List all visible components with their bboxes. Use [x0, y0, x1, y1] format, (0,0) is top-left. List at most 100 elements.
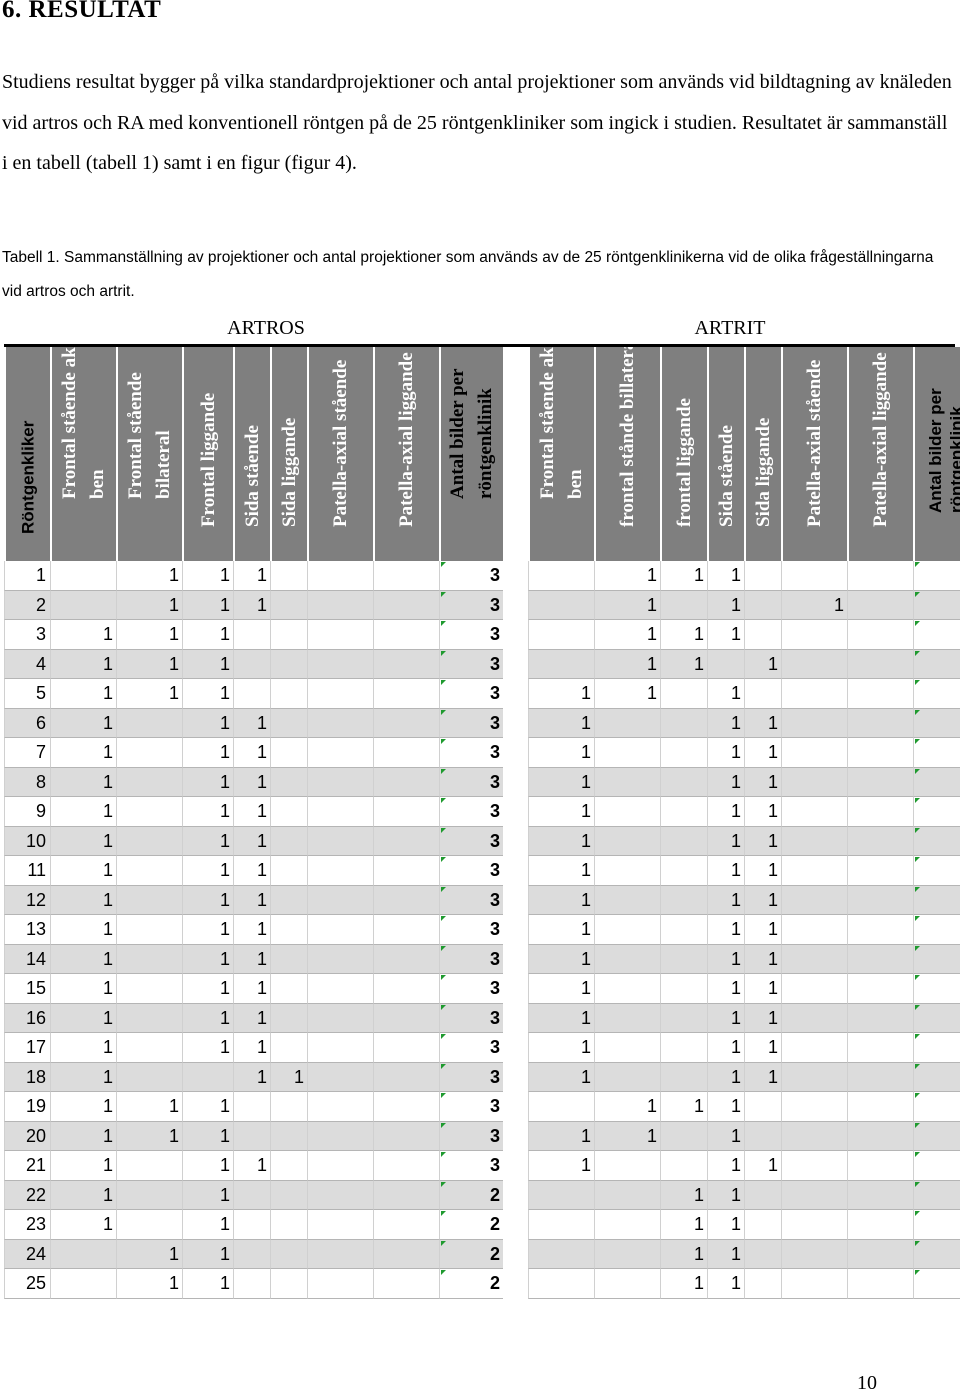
- table-cell: 1: [707, 1180, 744, 1210]
- table-cell: [373, 974, 439, 1004]
- table-cell: [270, 1151, 307, 1181]
- table-row: 511131113: [4, 679, 960, 709]
- table-cell: 1: [116, 679, 182, 709]
- table-cell: 1: [744, 767, 781, 797]
- table-cell: 1: [182, 679, 233, 709]
- table-cell: [503, 826, 528, 856]
- table-cell: [373, 915, 439, 945]
- table-cell: [847, 1033, 913, 1063]
- table-cell: 1: [233, 797, 270, 827]
- table-cell: 1: [182, 590, 233, 620]
- table-cell: [307, 738, 373, 768]
- total-cell: 3: [439, 915, 503, 945]
- table-cell: 1: [233, 767, 270, 797]
- table-cell: 1: [116, 1269, 182, 1299]
- table-cell: [503, 1062, 528, 1092]
- column-header-label: Sida liggande: [278, 417, 300, 527]
- table-row: 2111131113: [4, 1151, 960, 1181]
- table-cell: 1: [707, 708, 744, 738]
- table-cell: 1: [707, 679, 744, 709]
- table-cell: 1: [744, 885, 781, 915]
- table-cell: [781, 649, 847, 679]
- table-cell: 1: [744, 826, 781, 856]
- table-cell: [744, 1121, 781, 1151]
- table-cell: [307, 797, 373, 827]
- table-cell: [781, 1269, 847, 1299]
- table-cell: [373, 1180, 439, 1210]
- table-cell: [116, 826, 182, 856]
- table-cell: [503, 708, 528, 738]
- table-cell: 1: [182, 856, 233, 886]
- table-cell: [270, 826, 307, 856]
- total-cell: 3: [439, 826, 503, 856]
- table-cell: 1: [660, 649, 707, 679]
- row-id-cell: 18: [4, 1062, 50, 1092]
- table-cell: [660, 590, 707, 620]
- table-cell: [233, 620, 270, 650]
- table-cell: [847, 1151, 913, 1181]
- row-id-cell: 15: [4, 974, 50, 1004]
- column-header: frontal liggande: [660, 347, 707, 561]
- table-cell: 1: [116, 1092, 182, 1122]
- table-cell: 1: [594, 561, 660, 591]
- header-gap: [503, 347, 528, 561]
- total-cell: 3: [913, 767, 960, 797]
- table-row: 1711131113: [4, 1033, 960, 1063]
- table-cell: 1: [50, 620, 116, 650]
- page-number: 10: [857, 1372, 877, 1394]
- row-id-cell: 25: [4, 1269, 50, 1299]
- table-cell: [503, 649, 528, 679]
- table-cell: [270, 679, 307, 709]
- table-cell: [594, 1033, 660, 1063]
- total-cell: 3: [913, 649, 960, 679]
- table-cell: [116, 915, 182, 945]
- table-row: 25112112: [4, 1269, 960, 1299]
- table-cell: 1: [182, 1210, 233, 1240]
- table-cell: [781, 1239, 847, 1269]
- total-cell: 3: [439, 856, 503, 886]
- table-cell: 1: [50, 915, 116, 945]
- table-cell: [847, 1239, 913, 1269]
- table-row: 2011131113: [4, 1121, 960, 1151]
- table-cell: 1: [182, 767, 233, 797]
- projection-table: Röntgenkliker Frontal stående aktuellt be…: [4, 344, 960, 1299]
- table-cell: 1: [116, 1121, 182, 1151]
- table-cell: [373, 590, 439, 620]
- table-cell: 1: [707, 1092, 744, 1122]
- table-cell: [116, 708, 182, 738]
- table-cell: [503, 1180, 528, 1210]
- table-cell: [660, 1151, 707, 1181]
- column-header: frontal stånde billateral: [594, 347, 660, 561]
- table-cell: [781, 1003, 847, 1033]
- table-cell: [503, 561, 528, 591]
- total-cell: 3: [913, 856, 960, 886]
- table-cell: [373, 679, 439, 709]
- table-cell: [233, 1121, 270, 1151]
- table-cell: [781, 708, 847, 738]
- table-cell: [660, 885, 707, 915]
- table-cell: 1: [182, 708, 233, 738]
- total-cell: 3: [439, 1062, 503, 1092]
- table-cell: [233, 1092, 270, 1122]
- section-heading: 6. RESULTAT: [2, 0, 162, 23]
- total-cell: 3: [913, 679, 960, 709]
- table-cell: [503, 767, 528, 797]
- table-cell: [373, 944, 439, 974]
- table-cell: [373, 1210, 439, 1240]
- table-cell: [373, 856, 439, 886]
- total-cell: 3: [913, 1033, 960, 1063]
- table-cell: [781, 1092, 847, 1122]
- table-cell: 1: [594, 679, 660, 709]
- total-cell: 3: [439, 1003, 503, 1033]
- table-cell: 1: [660, 1269, 707, 1299]
- table-cell: [270, 1121, 307, 1151]
- table-cell: 1: [116, 561, 182, 591]
- table-cell: [781, 561, 847, 591]
- table-cell: [660, 974, 707, 1004]
- table-cell: [847, 944, 913, 974]
- table-cell: [116, 885, 182, 915]
- total-cell: 3: [913, 885, 960, 915]
- table-cell: 1: [233, 974, 270, 1004]
- table-cell: [270, 590, 307, 620]
